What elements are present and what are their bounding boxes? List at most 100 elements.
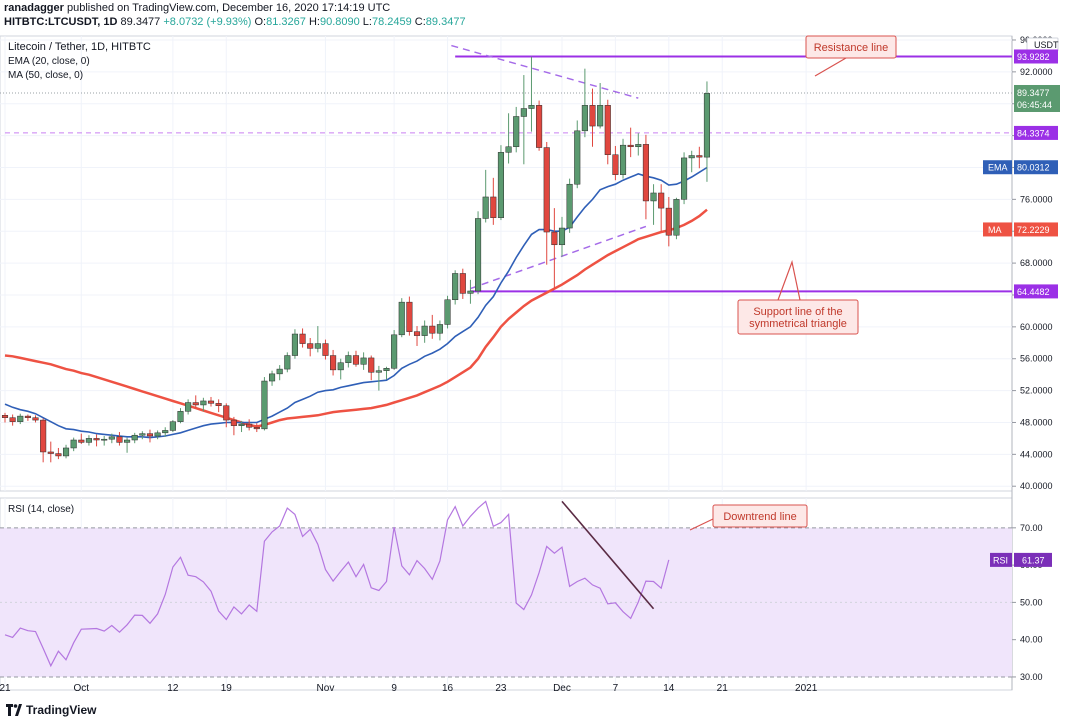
candle-body [40, 419, 47, 453]
candle [131, 432, 138, 444]
candle [108, 433, 115, 444]
candle-body [253, 427, 260, 430]
ohlc-close-label: C: [414, 16, 426, 28]
candle-body [490, 196, 497, 218]
candle [650, 184, 657, 225]
candle [146, 429, 154, 443]
time-tick-label: 14 [663, 683, 675, 694]
chart-canvas[interactable]: 40.0000 44.0000 48.0000 52.0000 56.0000 60.00… [0, 0, 1080, 700]
candle [78, 433, 85, 444]
candle [47, 441, 54, 463]
candle-body [681, 157, 688, 200]
price-tick-label: 92.0000 [1020, 67, 1053, 77]
candle-body [345, 355, 352, 363]
support-line-text: symmetrical triangle [749, 318, 847, 330]
rsi-tick-label: 70.00 [1020, 523, 1043, 533]
resistance-line-box [805, 35, 897, 59]
candle [536, 100, 543, 151]
brand-name[interactable]: TradingView [26, 703, 97, 717]
downtrend-line-pointer [689, 518, 714, 531]
candle-body [406, 301, 413, 332]
candle [24, 414, 31, 421]
price-tick-label: 40.0000 [1020, 481, 1053, 491]
ma-tag-label: MA [988, 225, 1002, 235]
candle-body [688, 155, 695, 159]
level-badge-label: 64.4482 [1017, 287, 1050, 297]
candle [406, 296, 413, 336]
candle [658, 184, 665, 233]
candle [55, 447, 62, 460]
candle [589, 88, 596, 147]
candle [85, 435, 92, 446]
candle [154, 430, 161, 440]
candle [452, 270, 459, 305]
rsi-value-label: 61.37 [1022, 555, 1045, 565]
candle [467, 279, 474, 304]
ma-50-line [4, 208, 708, 428]
candle [482, 169, 489, 223]
candle [490, 177, 497, 225]
candle [528, 56, 535, 132]
countdown-label: 06:45:44 [1017, 100, 1052, 110]
candle [688, 150, 695, 173]
candle [436, 320, 443, 341]
candle-body [658, 192, 665, 209]
time-tick-label: 21 [717, 683, 729, 694]
downtrend-line-box [712, 504, 808, 528]
ma-tag-badge [983, 222, 1012, 237]
candle [299, 328, 306, 348]
time-tick-label: 16 [442, 683, 454, 694]
candle [238, 420, 245, 433]
candle-body [185, 402, 192, 412]
candle [70, 437, 77, 452]
candle [352, 350, 360, 367]
symbol-info: HITBTC:LTCUSDT, 1D 89.3477 +8.0732 (+9.9… [4, 16, 466, 28]
candle [421, 320, 428, 343]
publisher-name[interactable]: ranadagger [4, 2, 64, 14]
last-price-badge-label: 89.3477 [1017, 88, 1050, 98]
candle-body [444, 299, 451, 325]
candle-body [352, 355, 360, 365]
candle-body [627, 144, 634, 148]
price-tick-label: 48.0000 [1020, 417, 1053, 427]
candle [93, 434, 100, 447]
price-change: +8.0732 (+9.93%) [163, 16, 252, 28]
candle [291, 329, 298, 359]
candle-body [421, 325, 428, 336]
candle-body [581, 105, 588, 132]
candle [413, 326, 421, 346]
rsi-tag-badge [990, 552, 1012, 567]
candle-body [459, 273, 466, 294]
time-tick-label: Dec [553, 683, 571, 694]
rsi-tick-label: 50.00 [1020, 597, 1043, 607]
candle [207, 396, 215, 407]
candle [681, 152, 688, 205]
rsi-tag-label: RSI [993, 555, 1008, 565]
candle-body [223, 405, 230, 421]
candle-body [108, 436, 115, 440]
candle-body [536, 105, 543, 148]
candle-body [619, 144, 627, 175]
rsi-value-badge [1014, 552, 1052, 567]
resistance-line-pointer [814, 57, 847, 77]
candle [513, 106, 520, 153]
candle [276, 365, 283, 381]
candle-body [207, 400, 215, 404]
ma-legend: MA (50, close, 0) [8, 70, 83, 81]
rsi-line [4, 500, 670, 668]
candle [185, 399, 192, 415]
candle-body [47, 451, 54, 454]
candle [124, 437, 131, 453]
candle-body [391, 334, 398, 369]
candle-body [368, 357, 375, 373]
candle-body [703, 93, 711, 158]
candle-body [70, 439, 77, 449]
candle [253, 423, 260, 433]
candle [200, 397, 207, 412]
candle [360, 352, 367, 370]
candle [116, 432, 123, 446]
candle [566, 178, 573, 233]
candle-body [314, 343, 321, 349]
candle-body [32, 417, 39, 421]
candle [40, 418, 47, 463]
